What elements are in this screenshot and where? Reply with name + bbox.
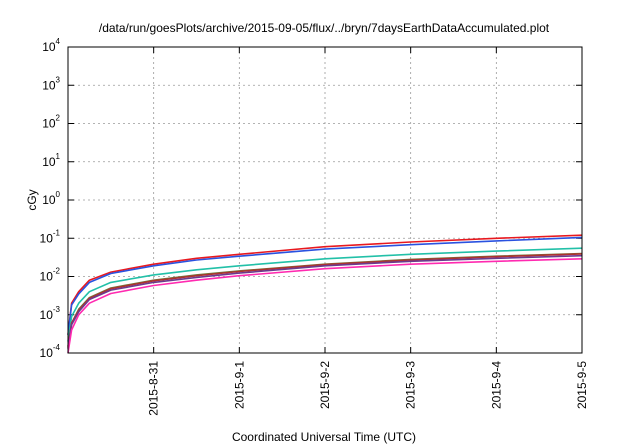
x-tick-label: 2015-9-3 (404, 361, 418, 409)
y-tick-label: 102 (42, 114, 60, 131)
grid (68, 46, 583, 354)
series-line (67, 247, 583, 342)
x-tick-label: 2015-9-4 (489, 361, 503, 409)
y-tick-exponent: 3 (56, 75, 61, 84)
series-line (67, 234, 583, 335)
x-axis-label: Coordinated Universal Time (UTC) (232, 430, 416, 444)
y-tick-exponent: 1 (56, 152, 61, 161)
y-tick-label: 103 (42, 75, 60, 92)
y-tick-label: 101 (42, 152, 60, 169)
y-tick-label: 100 (42, 190, 60, 207)
x-tick-label: 2015-9-2 (318, 361, 332, 409)
x-tick-label: 2015-8-31 (147, 361, 161, 416)
y-tick-label: 10-2 (40, 267, 61, 284)
series-line (67, 258, 583, 354)
chart-title: /data/run/goesPlots/archive/2015-09-05/f… (99, 21, 550, 35)
y-tick-exponent: -2 (53, 267, 61, 276)
y-tick-exponent: 2 (56, 114, 61, 123)
series-line (67, 236, 583, 335)
y-tick-exponent: -1 (53, 228, 61, 237)
y-tick-label: 10-3 (40, 305, 61, 322)
y-tick-label: 10-4 (40, 343, 61, 360)
series-group (67, 234, 583, 354)
y-tick-exponent: 0 (56, 190, 61, 199)
x-tick-label: 2015-9-1 (232, 361, 246, 409)
y-tick-exponent: 4 (56, 37, 61, 46)
x-tick-label: 2015-9-5 (575, 361, 589, 409)
y-tick-exponent: -3 (53, 305, 61, 314)
x-tick-labels: 2015-8-31 2015-9-1 2015-9-2 2015-9-3 2015-9-… (147, 361, 589, 416)
plot-frame (67, 46, 583, 354)
y-tick-label: 10-1 (40, 228, 61, 245)
y-tick-label: 104 (42, 37, 60, 54)
y-tick-exponent: -4 (53, 343, 61, 352)
y-axis-label: cGy (25, 189, 39, 210)
series-line (67, 254, 583, 349)
